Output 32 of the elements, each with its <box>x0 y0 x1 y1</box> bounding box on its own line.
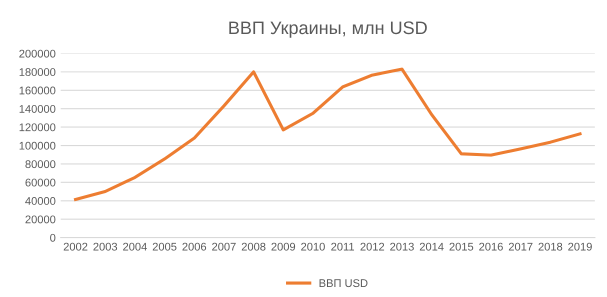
y-tick-label: 200000 <box>19 50 56 58</box>
x-tick-label: 2014 <box>420 242 444 251</box>
x-tick-label: 2013 <box>390 242 414 251</box>
x-tick-label: 2009 <box>271 242 296 251</box>
y-tick-label: 140000 <box>20 104 56 113</box>
x-tick-label: 2015 <box>450 242 474 251</box>
x-tick-label: 2005 <box>152 242 176 251</box>
x-tick-label: 2011 <box>331 242 354 251</box>
x-tick-label: 2012 <box>360 242 384 251</box>
y-tick-label: 20000 <box>26 215 56 224</box>
x-tick-label: 2008 <box>242 242 266 251</box>
legend-label: ВВП USD <box>320 279 368 288</box>
x-tick-label: 2017 <box>508 242 532 251</box>
y-tick-label: 40000 <box>25 197 56 205</box>
x-tick-label: 2019 <box>568 242 592 251</box>
y-tick-label: 0 <box>50 234 56 242</box>
x-tick-label: 2016 <box>479 242 503 251</box>
x-tick-label: 2018 <box>538 242 562 251</box>
y-tick-label: 180000 <box>20 68 56 76</box>
x-tick-label: 2003 <box>93 242 118 251</box>
x-tick-label: 2002 <box>64 242 88 251</box>
y-tick-label: 60000 <box>26 178 56 186</box>
line-series <box>74 68 582 202</box>
y-tick-label: 80000 <box>25 160 56 168</box>
y-tick-label: 160000 <box>20 86 56 94</box>
x-tick-label: 2006 <box>182 242 206 251</box>
y-tick-label: 120000 <box>20 123 56 132</box>
x-tick-label: 2007 <box>212 242 236 251</box>
x-tick-label: 2010 <box>301 242 325 251</box>
y-tick-label: 100000 <box>20 142 56 150</box>
x-tick-label: 2004 <box>123 242 147 251</box>
chart-title: ВВП Украины, млн USD <box>229 21 427 38</box>
